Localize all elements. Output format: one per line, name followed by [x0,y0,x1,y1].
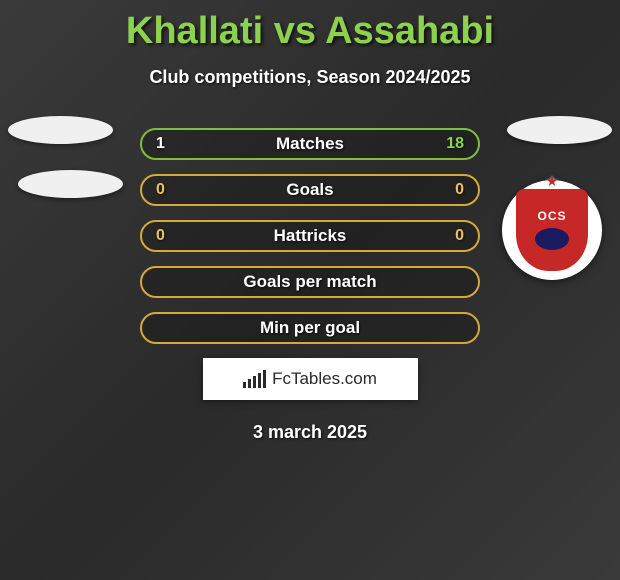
stat-row-hattricks: 0 Hattricks 0 [140,220,480,252]
stat-row-goals: 0 Goals 0 [140,174,480,206]
stat-label: Goals per match [243,272,376,292]
rugby-ball-icon [534,227,570,251]
bars-icon [243,370,266,388]
comparison-area: ★ OCS 1 Matches 18 0 Goals 0 0 Hattricks… [0,128,620,344]
stat-row-matches: 1 Matches 18 [140,128,480,160]
stat-rows-container: 1 Matches 18 0 Goals 0 0 Hattricks 0 Goa… [140,128,480,344]
page-subtitle: Club competitions, Season 2024/2025 [0,67,620,88]
date-text: 3 march 2025 [0,422,620,443]
stat-label: Matches [276,134,344,154]
stat-left-value: 0 [156,227,176,245]
stat-label: Min per goal [260,318,360,338]
club-abbrev: OCS [537,209,566,223]
logo-text: FcTables.com [272,369,377,389]
stat-right-value: 18 [444,135,464,153]
stat-row-goals-per-match: Goals per match [140,266,480,298]
club-badge-right: ★ OCS [502,180,602,280]
page-title: Khallati vs Assahabi [0,0,620,53]
player-right-avatar-placeholder [507,116,612,144]
stat-row-min-per-goal: Min per goal [140,312,480,344]
stat-left-value: 1 [156,135,176,153]
stat-right-value: 0 [444,227,464,245]
player-left-avatar-placeholder-2 [18,170,123,198]
stat-left-value: 0 [156,181,176,199]
player-left-avatar-placeholder-1 [8,116,113,144]
star-icon: ★ [546,173,559,190]
stat-label: Hattricks [274,226,347,246]
club-shield: ★ OCS [516,189,588,271]
stat-right-value: 0 [444,181,464,199]
stat-label: Goals [286,180,333,200]
site-logo: FcTables.com [203,358,418,400]
